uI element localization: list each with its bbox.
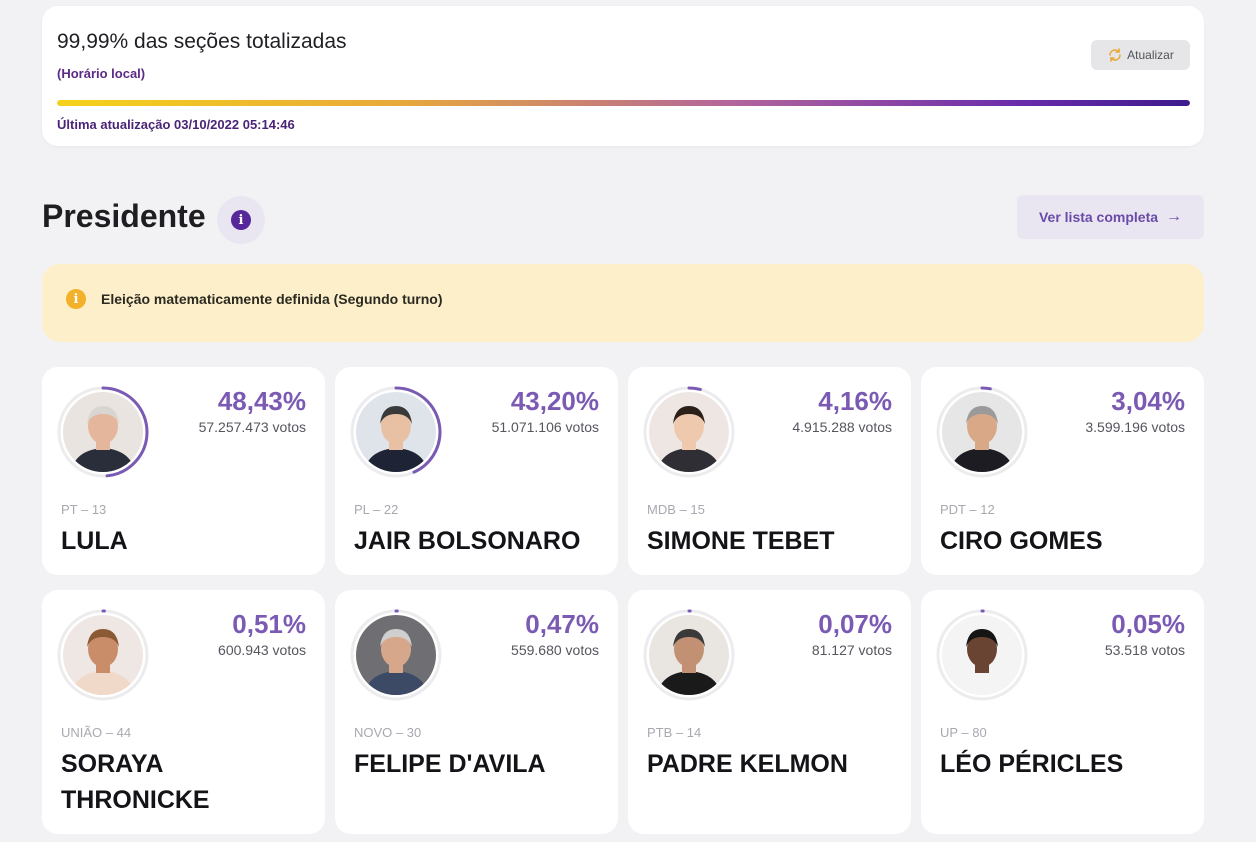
candidate-percent: 4,16% (818, 386, 892, 416)
candidate-card[interactable]: 43,20% 51.071.106 votos PL – 22 JAIR BOL… (335, 367, 618, 575)
candidate-name: SIMONE TEBET (647, 527, 835, 555)
candidate-votes: 81.127 votos (811, 642, 892, 658)
vote-share-ring (57, 609, 149, 701)
candidate-party: UNIÃO – 44 (61, 725, 132, 740)
candidate-photo-ring (349, 385, 443, 479)
candidate-photo (942, 615, 1022, 695)
totalization-progress-bar (57, 100, 1190, 106)
candidate-photo (356, 392, 436, 472)
candidate-percent: 48,43% (217, 386, 306, 416)
refresh-button[interactable]: Atualizar (1091, 40, 1190, 70)
candidate-card[interactable]: 4,16% 4.915.288 votos MDB – 15 SIMONE TE… (628, 367, 911, 575)
candidate-percent: 3,04% (1111, 386, 1185, 416)
candidate-photo-ring (642, 385, 736, 479)
refresh-button-label: Atualizar (1127, 48, 1174, 62)
local-time-label: (Horário local) (57, 66, 146, 81)
section-info-button[interactable]: i (217, 196, 265, 244)
candidate-card[interactable]: 0,51% 600.943 votos UNIÃO – 44 SORAYA TH… (42, 590, 325, 834)
vote-share-ring (643, 609, 735, 701)
candidate-percent: 0,05% (1111, 609, 1185, 639)
candidate-party: MDB – 15 (647, 502, 705, 517)
candidate-name: SORAYA THRONICKE (61, 750, 210, 814)
vote-share-ring (643, 386, 735, 478)
candidate-percent: 0,51% (232, 609, 306, 639)
candidate-photo (356, 615, 436, 695)
candidate-party: PDT – 12 (940, 502, 995, 517)
vote-share-ring (936, 609, 1028, 701)
totalization-title: 99,99% das seções totalizadas (57, 30, 347, 53)
vote-share-ring (936, 386, 1028, 478)
candidate-name: FELIPE D'AVILA (354, 750, 546, 778)
candidate-party: NOVO – 30 (354, 725, 422, 740)
candidate-photo-ring (349, 608, 443, 702)
arrow-right-icon: → (1166, 208, 1183, 225)
candidate-party: PL – 22 (354, 502, 399, 517)
candidate-votes: 3.599.196 votos (1085, 419, 1185, 435)
candidate-name: LÉO PÉRICLES (940, 750, 1124, 778)
vote-share-arc (350, 609, 442, 701)
vote-share-arc (57, 386, 149, 478)
candidate-name: PADRE KELMON (647, 750, 848, 778)
candidate-photo-ring (56, 385, 150, 479)
totalization-status-card: 99,99% das seções totalizadas (Horário l… (42, 6, 1204, 146)
vote-share-arc (350, 386, 442, 478)
candidate-card[interactable]: 0,47% 559.680 votos NOVO – 30 FELIPE D'A… (335, 590, 618, 834)
vote-share-ring (350, 609, 442, 701)
candidate-percent: 0,47% (525, 609, 599, 639)
candidate-party: PT – 13 (61, 502, 107, 517)
candidate-percent: 0,07% (818, 609, 892, 639)
candidate-name: CIRO GOMES (940, 527, 1103, 555)
candidate-votes: 600.943 votos (218, 642, 306, 658)
candidate-votes: 53.518 votos (1104, 642, 1185, 658)
section-title: Presidente (42, 198, 206, 234)
vote-share-arc (643, 386, 735, 478)
candidate-name: JAIR BOLSONARO (354, 527, 581, 555)
candidate-votes: 559.680 votos (511, 642, 599, 658)
full-list-button[interactable]: Ver lista completa → (1017, 195, 1204, 239)
vote-share-ring (350, 386, 442, 478)
last-update-text: Última atualização 03/10/2022 05:14:46 (57, 117, 295, 132)
info-icon: i (231, 210, 251, 230)
candidate-photo-ring (935, 385, 1029, 479)
candidate-photo-ring (642, 608, 736, 702)
candidate-party: PTB – 14 (647, 725, 702, 740)
candidate-photo (649, 615, 729, 695)
candidate-photo (63, 392, 143, 472)
candidate-card[interactable]: 0,05% 53.518 votos UP – 80 LÉO PÉRICLES (921, 590, 1204, 834)
candidate-card[interactable]: 48,43% 57.257.473 votos PT – 13 LULA (42, 367, 325, 575)
refresh-icon (1109, 48, 1121, 62)
vote-share-arc (936, 609, 1028, 701)
candidate-photo (63, 615, 143, 695)
vote-share-arc (643, 609, 735, 701)
candidate-votes: 4.915.288 votos (792, 419, 892, 435)
candidate-photo (649, 392, 729, 472)
vote-share-arc (57, 609, 149, 701)
candidate-votes: 57.257.473 votos (198, 419, 306, 435)
candidate-name: LULA (61, 527, 128, 555)
candidate-votes: 51.071.106 votos (491, 419, 599, 435)
vote-share-arc (936, 386, 1028, 478)
candidate-photo-ring (935, 608, 1029, 702)
candidate-photo (942, 392, 1022, 472)
candidate-percent: 43,20% (510, 386, 599, 416)
election-alert-banner: i Eleição matematicamente definida (Segu… (42, 264, 1204, 342)
alert-text: Eleição matematicamente definida (Segund… (101, 291, 443, 307)
vote-share-ring (57, 386, 149, 478)
totalization-progress-fill (57, 100, 1190, 106)
candidate-card[interactable]: 0,07% 81.127 votos PTB – 14 PADRE KELMON (628, 590, 911, 834)
candidate-card[interactable]: 3,04% 3.599.196 votos PDT – 12 CIRO GOME… (921, 367, 1204, 575)
candidate-party: UP – 80 (940, 725, 987, 740)
full-list-label: Ver lista completa (1038, 209, 1159, 225)
info-icon: i (66, 289, 86, 309)
candidate-photo-ring (56, 608, 150, 702)
